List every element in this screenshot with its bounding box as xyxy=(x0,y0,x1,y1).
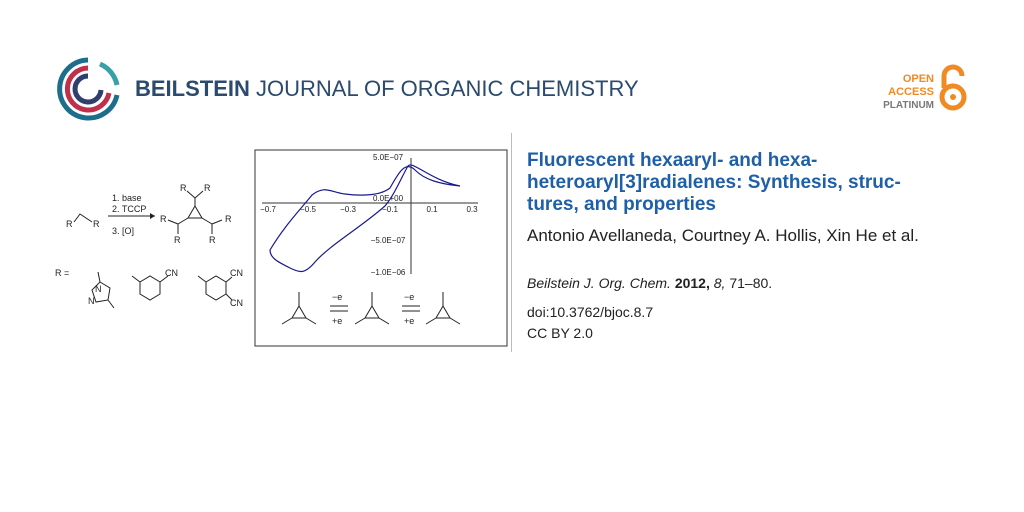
badge-access: ACCESS xyxy=(888,86,934,98)
cn-label: CN xyxy=(230,268,243,278)
cn-label: CN xyxy=(165,268,178,278)
x-label: −0.7 xyxy=(260,205,276,214)
license: CC BY 2.0 xyxy=(527,325,593,341)
r-label: R xyxy=(174,235,181,245)
r-label: R xyxy=(209,235,216,245)
y-label: 5.0E−07 xyxy=(373,153,404,162)
r-label: R xyxy=(160,214,167,224)
x-label: 0.3 xyxy=(466,205,478,214)
x-label: −0.3 xyxy=(340,205,356,214)
step: 2. TCCP xyxy=(112,204,146,214)
step: 3. [O] xyxy=(112,226,134,236)
redox-scheme xyxy=(281,292,461,325)
citation-journal: Beilstein J. Org. Chem. xyxy=(527,275,671,291)
n-label: N xyxy=(95,284,102,294)
title-line: Fluorescent hexaaryl- and hexa- xyxy=(527,150,817,171)
cn-label: CN xyxy=(230,298,243,308)
badge-open: OPEN xyxy=(903,73,934,85)
redox-label: −e xyxy=(332,292,342,302)
title-line: heteroaryl[3]radialenes: Synthesis, stru… xyxy=(527,172,901,193)
redox-label: −e xyxy=(404,292,414,302)
citation-year: 2012, xyxy=(675,275,710,291)
authors: Antonio Avellaneda, Courtney A. Hollis, … xyxy=(527,226,919,245)
x-label: −0.5 xyxy=(300,205,316,214)
journal-bold: BEILSTEIN xyxy=(135,76,250,101)
r-equals: R = xyxy=(55,268,69,278)
redox-label: +e xyxy=(404,316,414,326)
title-line: tures, and properties xyxy=(527,194,716,215)
r-label: R xyxy=(66,219,73,229)
citation-pages: 71–80. xyxy=(729,275,772,291)
y-label: −1.0E−06 xyxy=(371,268,406,277)
redox-label: +e xyxy=(332,316,342,326)
r-label: R xyxy=(204,183,211,193)
badge-platinum: PLATINUM xyxy=(883,100,934,111)
lock-icon xyxy=(939,64,967,111)
y-label: 0.0E+00 xyxy=(373,194,404,203)
y-label: −5.0E−07 xyxy=(371,236,406,245)
r-label: R xyxy=(180,183,187,193)
journal-name: BEILSTEIN JOURNAL OF ORGANIC CHEMISTRY xyxy=(135,76,639,101)
x-label: 0.1 xyxy=(426,205,438,214)
citation: Beilstein J. Org. Chem. 2012, 8, 71–80. xyxy=(527,275,772,291)
reaction-scheme: R R 1. base 2. TCCP 3. [O] R R R R R R R… xyxy=(55,183,243,309)
cv-plot: −0.7 −0.5 −0.3 −0.1 0.1 0.3 5.0E−07 0.0E… xyxy=(254,149,508,347)
r-label: R xyxy=(93,219,100,229)
journal-rest: JOURNAL OF ORGANIC CHEMISTRY xyxy=(256,76,639,101)
step: 1. base xyxy=(112,193,142,203)
doi: doi:10.3762/bjoc.8.7 xyxy=(527,304,653,320)
x-label: −0.1 xyxy=(382,205,398,214)
r-label: R xyxy=(225,214,232,224)
citation-volume: 8, xyxy=(714,275,726,291)
journal-logo xyxy=(57,57,120,121)
n-label: N xyxy=(88,296,95,306)
